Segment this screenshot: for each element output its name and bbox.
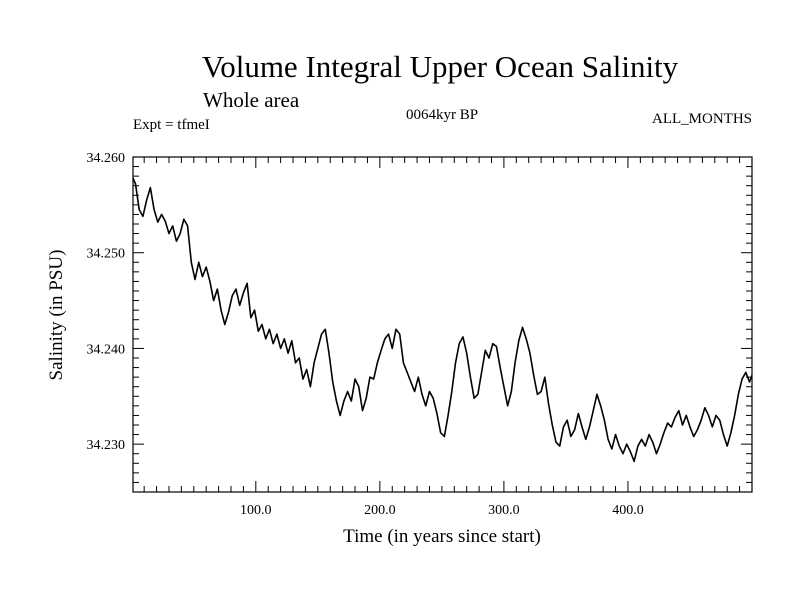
axis-ticks (133, 156, 752, 493)
chart-title: Volume Integral Upper Ocean Salinity (202, 49, 679, 84)
x-tick-label: 400.0 (612, 503, 644, 518)
months-label: ALL_MONTHS (652, 111, 752, 127)
experiment-label: Expt = tfmeI (133, 117, 210, 133)
y-tick-label: 34.260 (87, 151, 126, 166)
y-tick-label: 34.240 (87, 342, 126, 357)
x-tick-label: 100.0 (240, 503, 272, 518)
tick-labels: 100.0 200.0 300.0 400.0 34.230 34.240 34.250 34… (87, 151, 644, 518)
x-tick-label: 300.0 (488, 503, 520, 518)
chart-subtitle: Whole area (203, 88, 300, 112)
x-axis-label: Time (in years since start) (343, 526, 541, 547)
y-axis-label: Salinity (in PSU) (46, 250, 67, 381)
series-layer (132, 177, 753, 463)
y-tick-label: 34.230 (87, 438, 126, 453)
period-label: 0064kyr BP (406, 107, 478, 123)
plot-frame (132, 156, 753, 493)
x-tick-label: 200.0 (364, 503, 396, 518)
y-tick-label: 34.250 (87, 247, 126, 262)
salinity-series-line (132, 177, 753, 463)
